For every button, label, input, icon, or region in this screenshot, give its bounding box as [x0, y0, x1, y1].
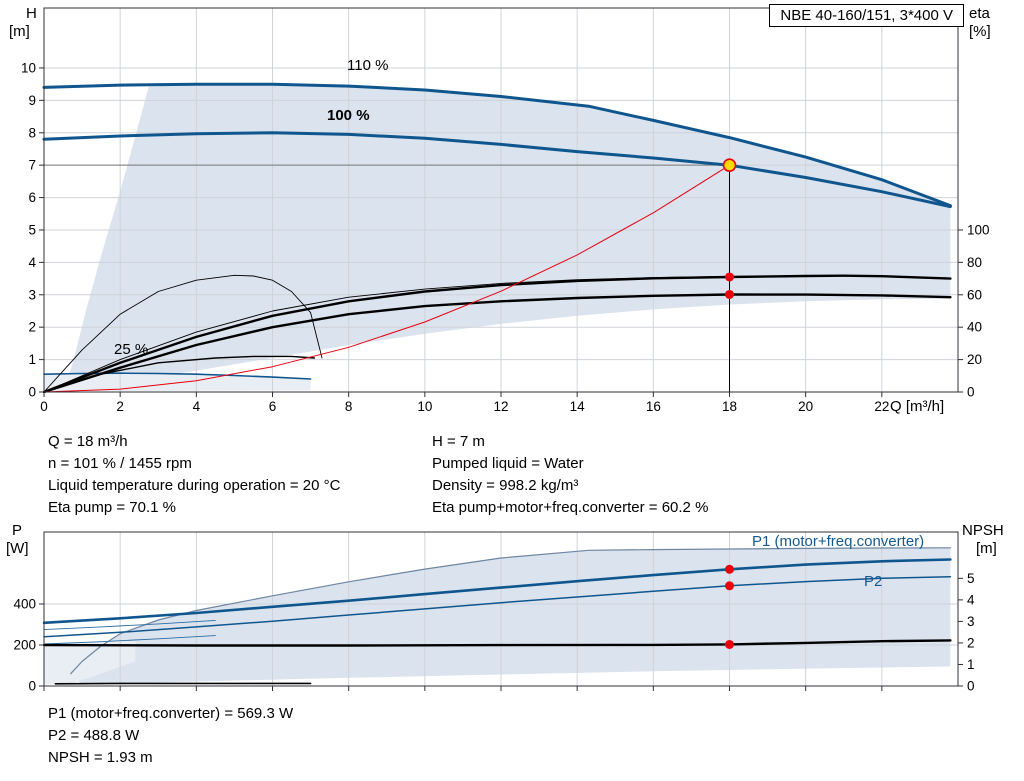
svg-text:6: 6 [269, 399, 277, 414]
svg-text:20: 20 [798, 399, 813, 414]
svg-text:2: 2 [967, 635, 975, 650]
speed-25-label: 25 % [114, 341, 149, 358]
h-axis-unit: [m] [9, 23, 30, 40]
pumped-liquid-readout: Pumped liquid = Water [432, 455, 584, 472]
eta-total-readout: Eta pump+motor+freq.converter = 60.2 % [432, 499, 709, 516]
p1-readout: P1 (motor+freq.converter) = 569.3 W [48, 705, 294, 722]
svg-text:3: 3 [967, 614, 975, 629]
svg-text:6: 6 [28, 190, 36, 205]
svg-text:40: 40 [967, 320, 982, 335]
svg-text:18: 18 [722, 399, 737, 414]
p1-curve-label: P1 (motor+freq.converter) [752, 533, 925, 550]
flow-readout: Q = 18 m³/h [48, 433, 128, 450]
pump-model-title: NBE 40-160/151, 3*400 V [769, 4, 964, 27]
head-readout: H = 7 m [432, 433, 485, 450]
npsh-axis-unit: [m] [976, 540, 997, 557]
svg-text:5: 5 [28, 222, 36, 237]
svg-text:10: 10 [21, 60, 36, 75]
svg-text:4: 4 [193, 399, 201, 414]
svg-text:2: 2 [116, 399, 124, 414]
svg-text:0: 0 [28, 385, 36, 400]
eta-axis-label: eta [969, 5, 990, 22]
svg-text:14: 14 [570, 399, 586, 414]
p2-readout: P2 = 488.8 W [48, 727, 140, 744]
duty-info-left: Q = 18 m³/h n = 101 % / 1455 rpm Liquid … [48, 431, 340, 519]
svg-text:0: 0 [40, 399, 48, 414]
speed-110-label: 110 % [347, 57, 389, 74]
p-axis-unit: [W] [6, 540, 29, 557]
q-axis-label: Q [m³/h] [890, 398, 945, 415]
eta-axis-unit: [%] [969, 23, 991, 40]
svg-text:22: 22 [874, 399, 889, 414]
h-axis-label: H [26, 5, 37, 22]
svg-text:3: 3 [28, 287, 36, 302]
npsh-readout: NPSH = 1.93 m [48, 749, 153, 766]
svg-text:1: 1 [967, 657, 975, 672]
power-info: P1 (motor+freq.converter) = 569.3 W P2 =… [48, 703, 293, 769]
svg-text:1: 1 [28, 352, 36, 367]
svg-text:0: 0 [967, 679, 975, 694]
svg-text:9: 9 [28, 93, 36, 108]
eta-pump-readout: Eta pump = 70.1 % [48, 499, 176, 516]
svg-text:60: 60 [967, 287, 982, 302]
npsh-axis-label: NPSH [962, 522, 1004, 539]
duty-info-right: H = 7 m Pumped liquid = Water Density = … [432, 431, 708, 519]
speed-100-label: 100 % [327, 107, 370, 124]
svg-text:12: 12 [493, 399, 508, 414]
svg-text:0: 0 [28, 679, 36, 694]
svg-text:2: 2 [28, 320, 36, 335]
svg-text:7: 7 [28, 158, 36, 173]
density-readout: Density = 998.2 kg/m³ [432, 477, 579, 494]
p-axis-label: P [12, 522, 23, 539]
svg-text:8: 8 [345, 399, 353, 414]
svg-text:0: 0 [967, 385, 975, 400]
svg-text:10: 10 [417, 399, 432, 414]
svg-text:4: 4 [967, 592, 975, 607]
svg-text:8: 8 [28, 125, 36, 140]
svg-text:16: 16 [646, 399, 661, 414]
svg-text:200: 200 [13, 637, 36, 652]
svg-text:100: 100 [967, 222, 990, 237]
liquid-temp-readout: Liquid temperature during operation = 20… [48, 477, 341, 494]
speed-readout: n = 101 % / 1455 rpm [48, 455, 192, 472]
svg-text:5: 5 [967, 571, 975, 586]
svg-text:80: 80 [967, 255, 982, 270]
svg-text:20: 20 [967, 352, 982, 367]
p2-curve-label: P2 [864, 573, 883, 590]
svg-text:4: 4 [28, 255, 36, 270]
svg-text:400: 400 [13, 596, 36, 611]
